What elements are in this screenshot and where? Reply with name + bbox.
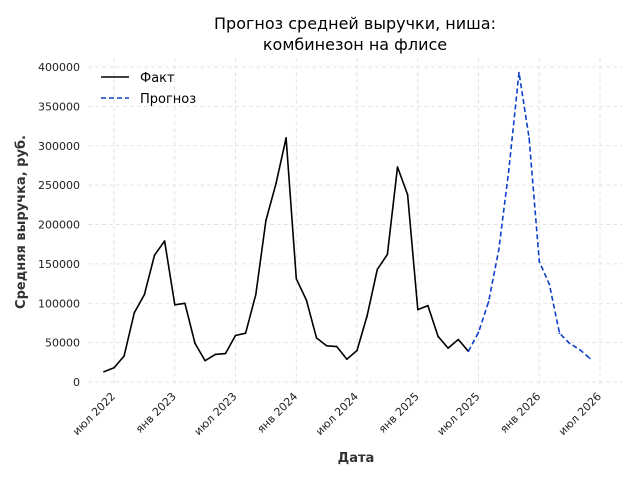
data-point-fact xyxy=(346,358,348,361)
data-point-fact xyxy=(366,315,368,317)
chart-title-line-2: комбинезон на флисе xyxy=(263,35,447,54)
data-point-fact xyxy=(437,335,439,338)
y-tick-label: 150000 xyxy=(38,258,80,271)
data-point-fact xyxy=(244,332,247,335)
y-axis-ticks: 0 50000 100000 150000 200000 250000 300000 3500… xyxy=(38,61,80,389)
data-point-forecast xyxy=(579,348,581,351)
series-line-fact xyxy=(103,137,470,373)
y-tick-label: 0 xyxy=(73,376,80,389)
data-point-fact xyxy=(447,347,449,349)
data-point-fact xyxy=(174,304,176,306)
x-axis-ticks: июл 2022 янв 2023 июл 2023 янв 2024 июл 2024… xyxy=(70,390,604,438)
x-tick-label: янв 2024 xyxy=(255,390,301,436)
data-point-forecast xyxy=(548,283,551,286)
data-point-fact xyxy=(275,182,277,185)
data-point-fact xyxy=(315,337,318,339)
data-point-fact xyxy=(143,293,146,296)
x-tick-label: июл 2022 xyxy=(70,390,118,438)
data-point-fact xyxy=(113,367,115,369)
data-point-fact xyxy=(376,268,379,271)
data-point-fact xyxy=(406,193,409,196)
data-point-fact xyxy=(255,293,257,296)
y-tick-label: 200000 xyxy=(38,219,80,232)
data-point-forecast xyxy=(467,350,470,353)
data-point-fact xyxy=(153,254,156,256)
chart-title-line-1: Прогноз средней выручки, ниша: xyxy=(214,14,496,33)
data-point-forecast xyxy=(528,137,530,139)
data-point-fact xyxy=(427,304,429,307)
data-point-fact xyxy=(295,278,298,280)
data-point-forecast xyxy=(538,260,541,263)
data-point-fact xyxy=(204,359,206,362)
data-point-fact xyxy=(325,345,328,347)
data-point-forecast xyxy=(518,71,520,74)
y-tick-label: 50000 xyxy=(45,337,80,350)
data-point-forecast xyxy=(589,357,591,360)
data-point-fact xyxy=(457,338,460,341)
y-tick-label: 300000 xyxy=(38,140,80,153)
data-point-fact xyxy=(285,137,287,139)
data-point-fact xyxy=(265,219,267,222)
series-line-forecast xyxy=(467,71,591,360)
data-point-fact xyxy=(194,342,196,345)
data-point-fact xyxy=(224,352,227,355)
data-point-fact xyxy=(234,334,237,337)
x-tick-label: июл 2026 xyxy=(556,390,604,438)
y-axis-label: Средняя выручка, руб. xyxy=(14,135,29,309)
data-point-fact xyxy=(163,240,166,242)
data-point-fact xyxy=(123,355,125,357)
data-point-fact xyxy=(214,353,217,356)
data-point-forecast xyxy=(498,248,500,251)
x-tick-label: янв 2026 xyxy=(498,390,544,436)
data-point-forecast xyxy=(558,332,561,335)
data-point-fact xyxy=(133,311,136,314)
data-point-fact xyxy=(184,302,186,305)
y-tick-label: 350000 xyxy=(38,100,80,113)
series-lines xyxy=(103,71,591,373)
x-axis-label: Дата xyxy=(338,451,375,466)
data-point-fact xyxy=(417,308,419,311)
x-tick-label: июл 2024 xyxy=(313,390,361,438)
grid xyxy=(88,58,622,387)
data-point-fact xyxy=(396,166,399,168)
data-point-forecast xyxy=(568,342,571,345)
y-tick-label: 250000 xyxy=(38,179,80,192)
data-point-fact xyxy=(103,371,105,373)
data-point-fact xyxy=(386,253,389,256)
data-point-forecast xyxy=(487,300,490,303)
data-point-forecast xyxy=(508,168,510,171)
data-point-forecast xyxy=(477,331,480,334)
data-point-fact xyxy=(336,345,338,348)
y-tick-label: 100000 xyxy=(38,297,80,310)
data-point-fact xyxy=(305,299,308,301)
x-tick-label: янв 2023 xyxy=(133,390,179,436)
legend-label-forecast: Прогноз xyxy=(140,92,196,107)
data-point-fact xyxy=(356,349,358,352)
legend: Факт Прогноз xyxy=(101,71,196,107)
x-tick-label: июл 2025 xyxy=(435,390,483,438)
legend-label-fact: Факт xyxy=(140,71,175,86)
x-tick-label: июл 2023 xyxy=(192,390,240,438)
x-tick-label: янв 2025 xyxy=(376,390,422,436)
y-tick-label: 400000 xyxy=(38,61,80,74)
